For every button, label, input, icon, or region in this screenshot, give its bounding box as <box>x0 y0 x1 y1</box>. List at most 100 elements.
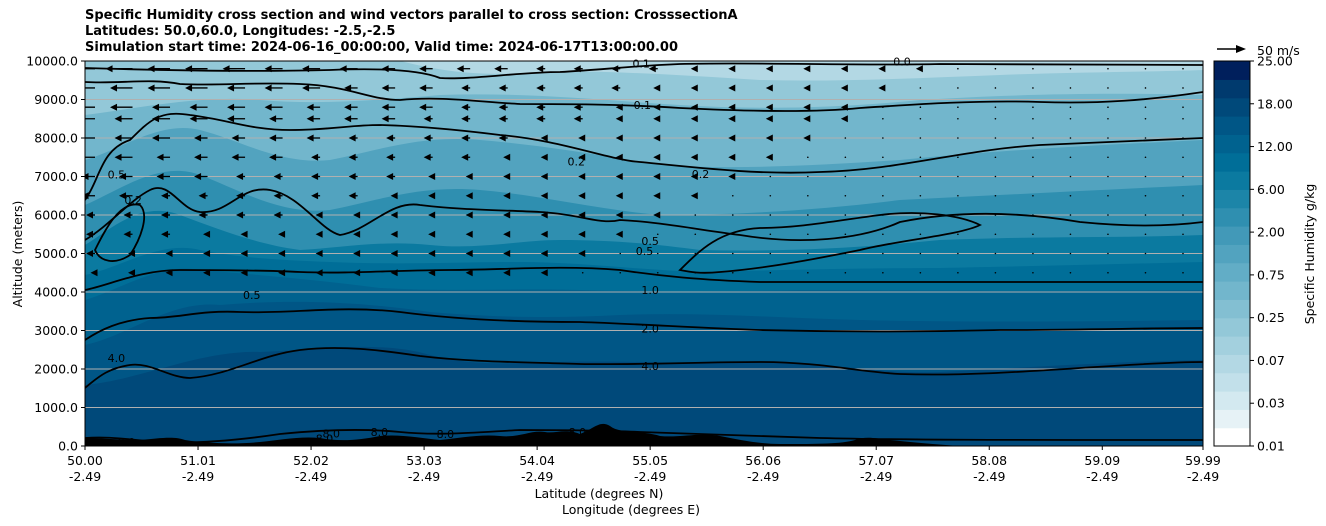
colorbar-swatch <box>1214 336 1250 355</box>
wind-vector-head <box>390 230 398 238</box>
wind-vector-head <box>498 84 506 92</box>
colorbar-swatch <box>1214 409 1250 429</box>
wind-vector <box>769 252 772 255</box>
wind-vector <box>882 106 884 108</box>
y-tick-label: 2000.0 <box>34 362 78 377</box>
wind-vector <box>1069 67 1072 70</box>
wind-vector <box>1032 252 1034 255</box>
wind-vector <box>807 252 809 255</box>
x-tick-label-lon: -2.49 <box>69 469 101 484</box>
wind-vector-head <box>381 84 389 92</box>
wind-vector-head <box>878 84 886 92</box>
colorbar-tick-label: 0.75 <box>1257 267 1285 282</box>
wind-vector <box>882 175 884 178</box>
wind-vector-head <box>348 173 356 180</box>
wind-vector-head <box>381 65 389 73</box>
wind-vector-head <box>185 84 193 92</box>
wind-vector <box>694 233 697 236</box>
wind-vector-head <box>803 65 811 73</box>
wind-vector-head <box>540 269 548 277</box>
x-tick-label-lon: -2.49 <box>1086 469 1118 484</box>
x-tick-label-lon: -2.49 <box>747 469 779 484</box>
wind-vector-head <box>306 134 314 142</box>
wind-vector-head <box>540 134 548 142</box>
wind-vector <box>1144 67 1147 70</box>
wind-vector-head <box>540 192 548 200</box>
wind-vector-head <box>315 230 323 238</box>
wind-vector <box>1032 156 1034 159</box>
chart-title-line-1: Specific Humidity cross section and wind… <box>85 8 738 23</box>
colorbar-tick-label: 25.00 <box>1257 54 1293 69</box>
wind-vector <box>1182 87 1184 89</box>
wind-vector-head <box>615 211 623 219</box>
contour-upper-cell <box>678 212 983 274</box>
wind-vector-head <box>203 230 211 238</box>
colorbar-swatch <box>1214 372 1250 392</box>
wind-vector-head <box>353 230 361 238</box>
wind-vector-head <box>728 65 736 73</box>
wind-vector-head <box>306 115 314 123</box>
wind-vector-head <box>503 230 511 238</box>
wind-vector <box>882 271 884 274</box>
wind-vector-head <box>690 134 698 142</box>
wind-vector-head <box>615 173 623 180</box>
wind-vector-head <box>465 269 473 277</box>
colorbar-tick-label: 0.01 <box>1257 439 1285 454</box>
contour-label: 0.5 <box>108 169 126 182</box>
contour-label: 8.0 <box>316 432 334 445</box>
wind-vector <box>844 137 847 139</box>
wind-vector-head <box>353 211 361 219</box>
wind-vector <box>1107 214 1109 216</box>
wind-vector-head <box>578 250 586 257</box>
wind-vector-head <box>348 134 356 142</box>
wind-vector-head <box>498 134 506 142</box>
wind-vector-head <box>615 192 623 200</box>
wind-vector <box>882 252 884 255</box>
band-topmost <box>400 61 1203 81</box>
wind-vector-head <box>428 211 436 219</box>
wind-vector <box>1032 106 1034 108</box>
y-tick-label: 7000.0 <box>34 169 78 184</box>
wind-vector-head <box>161 192 169 200</box>
wind-vector-head <box>123 211 131 219</box>
wind-vector-head <box>73 84 80 91</box>
wind-vector <box>957 156 959 159</box>
wind-vector-head <box>227 115 235 123</box>
wind-vector <box>1032 233 1034 236</box>
contour-label: 4.0 <box>108 352 126 365</box>
x-tick-label-lat: 58.08 <box>971 453 1007 468</box>
wind-vector <box>882 194 884 197</box>
wind-vector <box>994 117 997 120</box>
wind-vector-head <box>227 103 235 111</box>
quiver-key: 50 m/s <box>1217 43 1300 58</box>
wind-vector-head <box>198 192 206 200</box>
wind-vector-head <box>381 103 389 111</box>
wind-vector-head <box>461 153 469 161</box>
wind-vector-head <box>86 250 93 257</box>
wind-vector <box>1182 106 1184 108</box>
wind-vector <box>1144 137 1147 139</box>
wind-vector <box>994 214 997 216</box>
wind-vector-head <box>311 153 319 161</box>
wind-vector <box>1032 137 1034 139</box>
contour-left-cell <box>94 203 145 262</box>
wind-vector <box>1107 252 1109 255</box>
x-tick-label-lon: -2.49 <box>182 469 214 484</box>
wind-vector <box>1069 194 1072 197</box>
wind-vector <box>807 194 809 197</box>
wind-vector-head <box>428 230 436 238</box>
wind-vector <box>1032 87 1034 89</box>
wind-vector <box>1144 194 1147 197</box>
wind-vector <box>619 252 622 255</box>
wind-vector-head <box>765 115 773 123</box>
wind-vector <box>1107 194 1109 197</box>
wind-vector-head <box>386 134 394 142</box>
wind-vector-head <box>578 134 586 142</box>
contour-label: 8.0 <box>118 436 136 449</box>
wind-vector-head <box>840 103 848 111</box>
wind-vector-head <box>264 65 272 73</box>
wind-vector-head <box>803 84 811 92</box>
wind-vector-head <box>465 211 473 219</box>
wind-vector <box>1182 175 1184 178</box>
y-tick-label: 6000.0 <box>34 208 78 223</box>
